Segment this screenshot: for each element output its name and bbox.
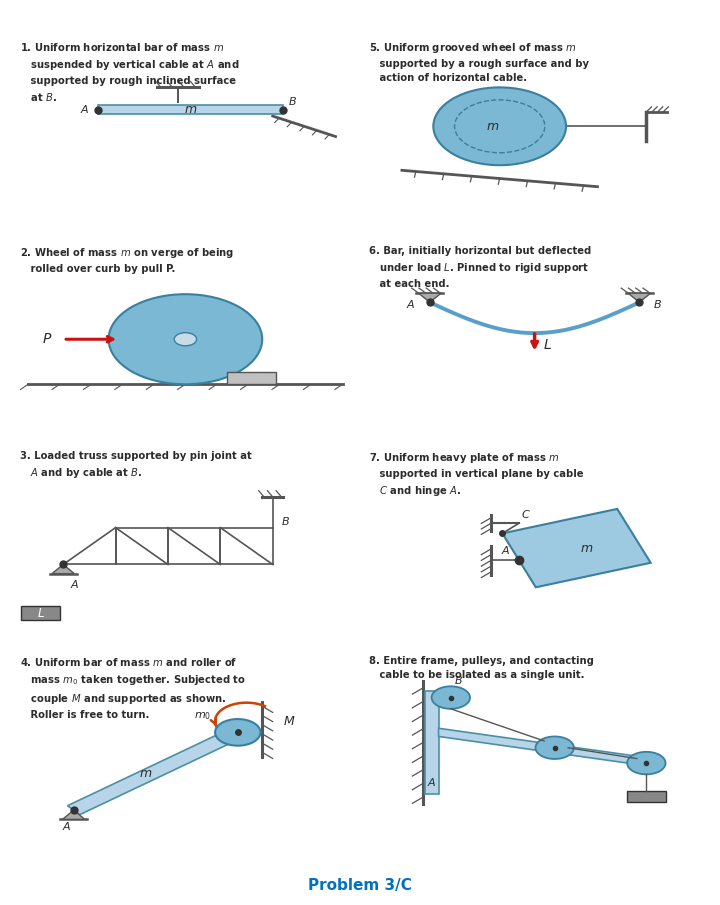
Circle shape (433, 88, 566, 166)
Polygon shape (628, 293, 651, 302)
Text: $B$: $B$ (289, 95, 297, 107)
Polygon shape (52, 565, 74, 574)
Text: 7. Uniform heavy plate of mass $m$
   supported in vertical plane by cable
   $C: 7. Uniform heavy plate of mass $m$ suppo… (369, 451, 583, 498)
Text: $A$: $A$ (80, 103, 89, 115)
Circle shape (109, 294, 262, 385)
Bar (22, 606, 60, 620)
Polygon shape (63, 810, 85, 819)
Text: $C$: $C$ (521, 508, 531, 520)
Text: 1. Uniform horizontal bar of mass $m$
   suspended by vertical cable at $A$ and
: 1. Uniform horizontal bar of mass $m$ su… (19, 42, 239, 103)
Text: $M$: $M$ (283, 715, 296, 728)
Text: $B$: $B$ (653, 299, 662, 310)
Circle shape (431, 686, 470, 709)
Text: $m$: $m$ (580, 541, 594, 555)
Text: $P$: $P$ (42, 332, 53, 347)
Polygon shape (503, 509, 651, 587)
Circle shape (215, 719, 261, 746)
Text: 6. Bar, initially horizontal but deflected
   under load $L$. Pinned to rigid su: 6. Bar, initially horizontal but deflect… (369, 246, 591, 289)
Text: 4. Uniform bar of mass $m$ and roller of
   mass $m_0$ taken together. Subjected: 4. Uniform bar of mass $m$ and roller of… (19, 655, 246, 719)
Bar (228, 372, 276, 385)
Text: $m$: $m$ (138, 767, 152, 780)
Text: $L$: $L$ (642, 790, 650, 803)
Text: $A$: $A$ (501, 544, 510, 557)
Bar (627, 791, 665, 802)
Text: 8. Entire frame, pulleys, and contacting
   cable to be isolated as a single uni: 8. Entire frame, pulleys, and contacting… (369, 655, 593, 680)
Circle shape (174, 333, 197, 346)
Bar (98, 105, 283, 114)
Polygon shape (68, 728, 244, 814)
Text: 3. Loaded truss supported by pin joint at
   $A$ and by cable at $B$.: 3. Loaded truss supported by pin joint a… (19, 451, 251, 480)
Text: $m_0$: $m_0$ (194, 710, 212, 722)
Text: $m$: $m$ (184, 103, 197, 117)
Text: $L$: $L$ (544, 338, 552, 352)
Text: 5. Uniform grooved wheel of mass $m$
   supported by a rough surface and by
   a: 5. Uniform grooved wheel of mass $m$ sup… (369, 42, 589, 83)
Text: 2. Wheel of mass $m$ on verge of being
   rolled over curb by pull P.: 2. Wheel of mass $m$ on verge of being r… (19, 246, 233, 274)
Text: $m$: $m$ (486, 119, 500, 133)
Circle shape (627, 752, 665, 775)
Text: $A$: $A$ (70, 577, 80, 590)
Text: $B$: $B$ (282, 515, 290, 527)
Text: $A$: $A$ (427, 776, 436, 787)
Text: $L$: $L$ (37, 606, 45, 620)
Text: $A$: $A$ (406, 299, 416, 310)
Bar (425, 691, 438, 794)
Circle shape (536, 737, 574, 759)
Polygon shape (418, 293, 441, 302)
Text: Problem 3/C: Problem 3/C (308, 878, 412, 892)
Text: $B$: $B$ (454, 674, 463, 686)
Polygon shape (438, 729, 657, 767)
Text: $A$: $A$ (62, 821, 71, 833)
